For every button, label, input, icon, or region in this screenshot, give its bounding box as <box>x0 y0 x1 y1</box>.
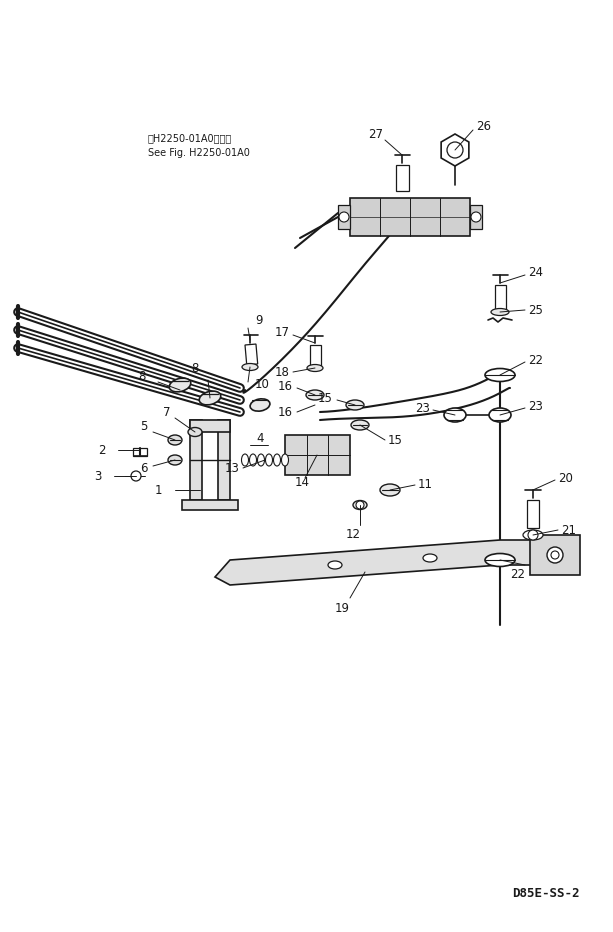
Ellipse shape <box>551 551 559 559</box>
Ellipse shape <box>242 363 258 371</box>
Bar <box>396 165 409 191</box>
Text: 12: 12 <box>346 528 360 541</box>
Polygon shape <box>215 540 545 585</box>
Circle shape <box>471 212 481 222</box>
Ellipse shape <box>353 500 367 510</box>
Text: 2: 2 <box>98 444 105 457</box>
Text: 25: 25 <box>528 304 543 317</box>
Text: 16: 16 <box>278 379 293 392</box>
Bar <box>338 205 350 229</box>
Ellipse shape <box>306 390 324 400</box>
Text: 第H2250-01A0図参照: 第H2250-01A0図参照 <box>148 133 232 143</box>
Ellipse shape <box>250 399 270 411</box>
Ellipse shape <box>169 378 191 391</box>
Circle shape <box>339 212 349 222</box>
Text: 13: 13 <box>225 461 240 474</box>
Ellipse shape <box>485 368 515 381</box>
Ellipse shape <box>547 547 563 563</box>
Text: 23: 23 <box>528 400 543 413</box>
Text: 5: 5 <box>140 419 147 432</box>
Circle shape <box>131 471 141 481</box>
Text: 9: 9 <box>255 313 262 326</box>
Text: 3: 3 <box>94 470 101 483</box>
Bar <box>470 205 482 229</box>
Ellipse shape <box>489 408 511 422</box>
Bar <box>527 500 539 528</box>
Ellipse shape <box>346 400 364 410</box>
Text: 14: 14 <box>295 475 310 488</box>
Text: See Fig. H2250-01A0: See Fig. H2250-01A0 <box>148 148 250 158</box>
Bar <box>190 420 202 500</box>
Bar <box>190 420 230 432</box>
Text: 16: 16 <box>278 405 293 418</box>
Ellipse shape <box>188 428 202 436</box>
Bar <box>133 448 147 456</box>
Bar <box>495 285 506 310</box>
Text: 15: 15 <box>388 433 403 446</box>
Text: 8: 8 <box>138 369 145 382</box>
Text: 22: 22 <box>528 353 543 366</box>
Text: 21: 21 <box>561 524 576 537</box>
Text: 23: 23 <box>415 402 430 415</box>
Ellipse shape <box>168 455 182 465</box>
Text: 10: 10 <box>255 378 270 391</box>
Bar <box>245 344 257 365</box>
Ellipse shape <box>281 454 289 466</box>
Text: 22: 22 <box>510 569 525 582</box>
Ellipse shape <box>273 454 281 466</box>
Bar <box>350 198 470 236</box>
Text: 15: 15 <box>318 391 333 404</box>
Bar <box>285 435 350 475</box>
Ellipse shape <box>523 530 543 540</box>
Text: 1: 1 <box>155 484 162 497</box>
Ellipse shape <box>491 308 509 316</box>
Ellipse shape <box>265 454 273 466</box>
Text: 26: 26 <box>476 119 491 132</box>
Ellipse shape <box>168 435 182 445</box>
Text: 7: 7 <box>163 405 170 418</box>
Text: 8: 8 <box>191 362 199 375</box>
Ellipse shape <box>328 561 342 569</box>
Text: 27: 27 <box>368 129 383 142</box>
Text: 6: 6 <box>140 461 148 474</box>
Text: D85E-SS-2: D85E-SS-2 <box>512 887 580 900</box>
Text: 18: 18 <box>275 365 290 378</box>
Text: 11: 11 <box>418 478 433 491</box>
Ellipse shape <box>249 454 256 466</box>
Bar <box>182 500 238 510</box>
Circle shape <box>528 530 538 540</box>
Text: 4: 4 <box>256 432 264 445</box>
Ellipse shape <box>307 364 323 372</box>
Text: 20: 20 <box>558 472 573 485</box>
Bar <box>218 420 230 500</box>
Circle shape <box>447 142 463 158</box>
Ellipse shape <box>444 408 466 422</box>
Ellipse shape <box>351 420 369 430</box>
Bar <box>530 535 580 575</box>
Ellipse shape <box>423 554 437 562</box>
Ellipse shape <box>199 391 221 404</box>
Bar <box>310 345 321 367</box>
Ellipse shape <box>242 454 248 466</box>
Circle shape <box>356 501 364 509</box>
Ellipse shape <box>380 484 400 496</box>
Ellipse shape <box>257 454 264 466</box>
Text: 17: 17 <box>275 325 290 338</box>
Text: 19: 19 <box>335 601 349 614</box>
Text: 24: 24 <box>528 267 543 280</box>
Ellipse shape <box>485 554 515 567</box>
